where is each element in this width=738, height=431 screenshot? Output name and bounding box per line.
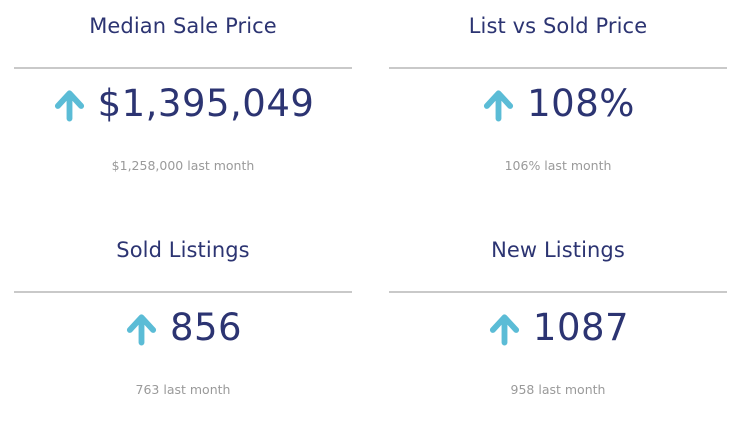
stat-title: List vs Sold Price — [389, 0, 727, 69]
arrow-up-icon — [126, 314, 157, 346]
stat-last-month: 106% last month — [504, 158, 612, 173]
stat-last-month: 958 last month — [510, 382, 606, 397]
stat-title: New Listings — [389, 224, 727, 293]
stat-title: Sold Listings — [14, 224, 352, 293]
arrow-up-icon — [489, 314, 519, 346]
stat-card-new-listings: New Listings 1087 958 last month — [389, 224, 727, 397]
stat-value-row: 1087 — [389, 291, 727, 363]
stat-card-list-vs-sold-price: List vs Sold Price 108% 106% last month — [389, 0, 727, 173]
stat-value-row: 108% — [389, 67, 727, 139]
arrow-up-icon — [484, 90, 514, 122]
stat-card-sold-listings: Sold Listings 856 763 last month — [14, 224, 352, 397]
stat-last-month: 763 last month — [135, 382, 231, 397]
arrow-up-icon — [54, 90, 84, 122]
stat-card-median-sale-price: Median Sale Price $1,395,049 $1,258,000 … — [14, 0, 352, 173]
stat-value-row: 856 — [14, 291, 352, 363]
stat-title: Median Sale Price — [14, 0, 352, 69]
stat-value: 1087 — [532, 305, 630, 349]
stat-value: 108% — [527, 81, 635, 125]
stat-last-month: $1,258,000 last month — [111, 158, 255, 173]
stat-value: 856 — [169, 305, 243, 349]
stat-value: $1,395,049 — [97, 81, 315, 125]
stat-value-row: $1,395,049 — [14, 67, 352, 139]
